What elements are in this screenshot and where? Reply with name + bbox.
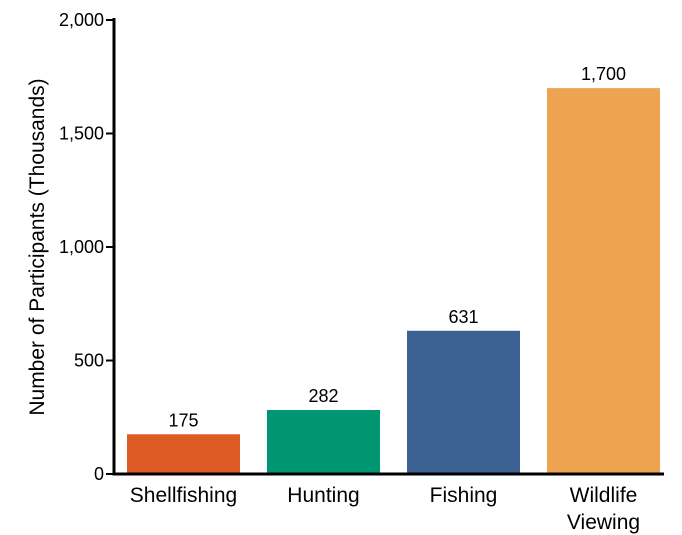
data-label: 282 [308,386,338,406]
y-tick-label: 1,000 [59,237,104,257]
x-tick-label: Hunting [287,484,359,507]
y-axis-ticks: 0 500 1,000 1,500 2,000 [59,10,114,484]
y-tick-label: 1,500 [59,124,104,144]
x-tick-label: Fishing [430,484,498,507]
bars [127,88,660,474]
data-label: 1,700 [581,64,626,84]
data-labels: 175 282 631 1,700 [168,64,626,430]
y-tick-label: 0 [94,464,104,484]
data-label: 175 [168,410,198,430]
bar [547,88,660,474]
y-tick-label: 500 [74,351,104,371]
x-tick-label: Wildlife Viewing [567,484,640,534]
data-label: 631 [448,307,478,327]
y-axis-title: Number of Participants (Thousands) [26,78,49,415]
bar [407,330,520,474]
x-tick-label: Shellfishing [130,484,237,507]
category-labels: Shellfishing Hunting Fishing Wildlife Viewin… [130,484,640,534]
bar [127,434,240,474]
y-tick-label: 2,000 [59,10,104,30]
bar [267,409,380,474]
